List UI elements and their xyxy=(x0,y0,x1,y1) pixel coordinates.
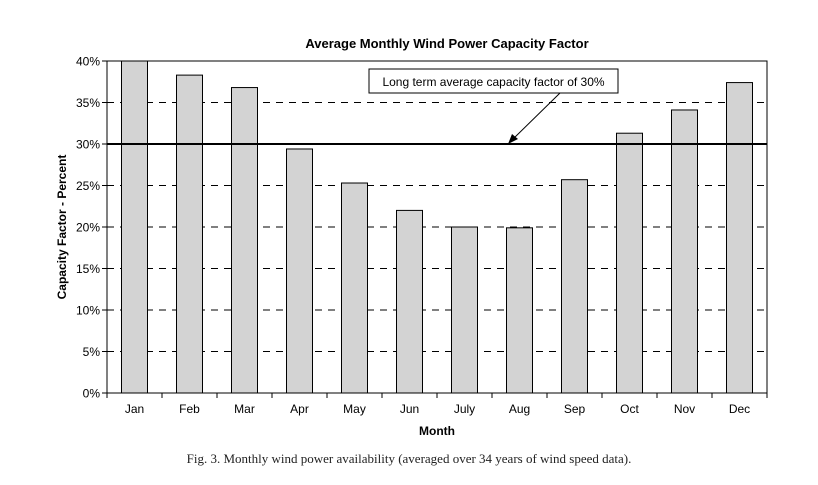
bar xyxy=(671,109,698,394)
bar xyxy=(121,60,148,394)
y-tick-label: 30% xyxy=(76,138,100,152)
x-tick-label: Mar xyxy=(234,402,255,416)
x-axis-label: Month xyxy=(419,424,455,438)
bar xyxy=(451,226,478,394)
figure-caption: Fig. 3. Monthly wind power availability … xyxy=(186,451,632,466)
x-tick-label: July xyxy=(454,402,475,416)
bar xyxy=(726,82,753,394)
y-tick-label: 0% xyxy=(83,387,101,401)
gridlines xyxy=(107,102,767,352)
x-tick-label: Dec xyxy=(729,402,750,416)
y-tick-label: 25% xyxy=(76,179,100,193)
x-axis-ticks: Jan Feb Mar Apr May Jun July Aug Sep Oct Nov Dec xyxy=(106,393,768,416)
x-tick-label: Apr xyxy=(290,402,309,416)
y-axis-label: Capacity Factor - Percent xyxy=(55,155,69,300)
bar xyxy=(561,179,588,394)
y-tick-label: 5% xyxy=(83,345,101,359)
bar-chart: Average Monthly Wind Power Capacity Fact… xyxy=(55,36,768,438)
bar xyxy=(176,74,203,394)
y-axis-ticks: 0% 5% 10% 15% 20% 25% 30% 35% 40% xyxy=(76,55,107,401)
bar xyxy=(616,132,643,394)
x-tick-label: Sep xyxy=(564,402,586,416)
bar xyxy=(506,227,533,394)
chart-title: Average Monthly Wind Power Capacity Fact… xyxy=(305,36,588,51)
annotation-arrowhead xyxy=(508,134,518,144)
bar xyxy=(396,209,423,394)
annotation-arrow xyxy=(511,92,561,141)
bar xyxy=(341,182,368,394)
annotation-text: Long term average capacity factor of 30% xyxy=(382,75,604,89)
x-tick-label: Jun xyxy=(400,402,419,416)
annotation-box xyxy=(368,68,619,94)
bar xyxy=(286,148,313,394)
bars xyxy=(121,60,753,394)
y-tick-label: 15% xyxy=(76,262,100,276)
x-tick-label: Oct xyxy=(620,402,639,416)
x-tick-label: Jan xyxy=(125,402,144,416)
x-tick-label: Nov xyxy=(674,402,695,416)
x-tick-label: May xyxy=(343,402,366,416)
y-tick-label: 10% xyxy=(76,304,100,318)
y-tick-label: 20% xyxy=(76,221,100,235)
y-tick-label: 40% xyxy=(76,55,100,69)
y-tick-label: 35% xyxy=(76,96,100,110)
x-tick-label: Aug xyxy=(509,402,530,416)
bar xyxy=(231,87,258,394)
annotation: Long term average capacity factor of 30% xyxy=(368,68,619,144)
x-tick-label: Feb xyxy=(179,402,200,416)
